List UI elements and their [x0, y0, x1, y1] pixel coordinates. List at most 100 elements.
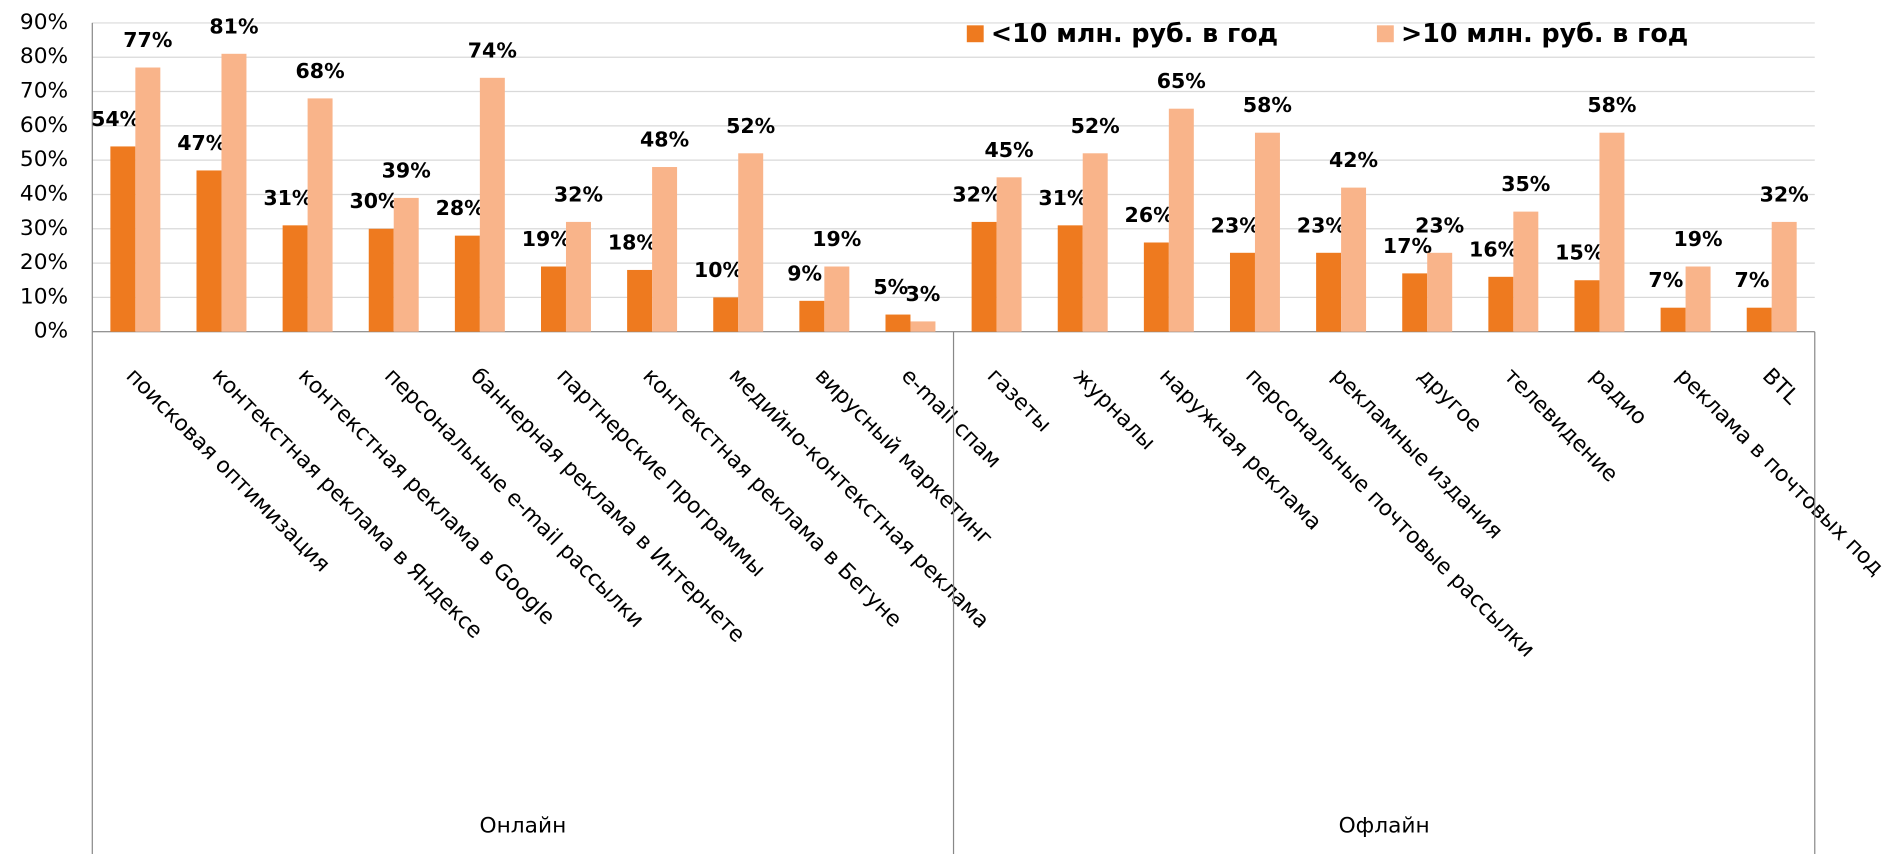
bar — [282, 225, 308, 332]
bar — [1599, 132, 1625, 332]
bar — [885, 314, 911, 332]
value-label: 19% — [522, 227, 571, 251]
bar — [996, 177, 1022, 332]
value-label: 19% — [812, 227, 861, 251]
group-label: Офлайн — [1339, 813, 1430, 838]
bar — [1660, 307, 1686, 332]
value-label: 17% — [1383, 234, 1432, 258]
value-label: 23% — [1415, 213, 1464, 237]
value-label: 19% — [1674, 227, 1723, 251]
value-label: 18% — [608, 230, 657, 254]
bar — [627, 269, 653, 332]
x-tick-label: другое — [1413, 364, 1487, 438]
bar — [393, 197, 419, 332]
value-label: 68% — [296, 59, 345, 83]
value-label: 74% — [468, 38, 517, 62]
x-tick-label: BTL — [1757, 364, 1803, 410]
value-label: 7% — [1735, 268, 1770, 292]
value-label: 77% — [123, 28, 172, 52]
bar — [454, 235, 480, 332]
bar — [1143, 242, 1169, 332]
bar — [1341, 187, 1367, 332]
value-label: 16% — [1469, 237, 1518, 261]
value-label: 32% — [1760, 182, 1809, 206]
value-label: 52% — [1071, 114, 1120, 138]
x-tick-label: журналы — [1068, 364, 1160, 456]
bar — [479, 77, 505, 332]
value-label: 48% — [640, 127, 689, 151]
y-tick-label: 40% — [20, 181, 68, 206]
value-label: 26% — [1125, 203, 1174, 227]
value-label: 42% — [1329, 148, 1378, 172]
value-label: 23% — [1211, 213, 1260, 237]
y-tick-label: 50% — [20, 147, 68, 172]
x-tick-label: наружная реклама — [1154, 364, 1326, 536]
value-label: 58% — [1243, 93, 1292, 117]
x-tick-label: газеты — [982, 364, 1056, 438]
value-label: 31% — [1038, 186, 1087, 210]
bar — [1488, 276, 1514, 332]
legend-swatch — [966, 25, 984, 43]
value-label: 65% — [1157, 69, 1206, 93]
bar — [799, 300, 825, 332]
value-label: 47% — [177, 131, 226, 155]
bar — [196, 170, 222, 332]
value-label: 15% — [1555, 241, 1604, 265]
bar — [1685, 266, 1711, 332]
value-label: 39% — [382, 158, 431, 182]
bar — [738, 153, 764, 332]
y-tick-label: 80% — [20, 44, 68, 69]
value-label: 35% — [1501, 172, 1550, 196]
bar — [1574, 280, 1600, 332]
value-label: 32% — [554, 182, 603, 206]
bar — [1771, 221, 1797, 332]
bar — [1254, 132, 1280, 332]
value-label: 30% — [349, 189, 398, 213]
bar — [971, 221, 997, 332]
y-tick-label: 20% — [20, 250, 68, 275]
bar — [1402, 273, 1428, 332]
bar — [565, 221, 591, 332]
x-tick-label: рекламные издания — [1327, 364, 1508, 545]
bar — [1746, 307, 1772, 332]
bar — [1168, 108, 1194, 332]
value-label: 5% — [873, 275, 908, 299]
group-label: Онлайн — [480, 813, 567, 838]
legend-swatch — [1376, 25, 1394, 43]
bar — [713, 297, 739, 332]
bar — [307, 98, 333, 332]
bar — [221, 53, 247, 332]
value-label: 81% — [209, 14, 258, 38]
bar — [1057, 225, 1083, 332]
bar — [1513, 211, 1539, 332]
bar — [1082, 153, 1108, 332]
x-tick-label: вирусный маркетинг — [810, 364, 997, 551]
y-tick-label: 60% — [20, 113, 68, 138]
value-label: 31% — [263, 186, 312, 210]
y-tick-label: 0% — [34, 319, 68, 344]
bar — [910, 321, 936, 332]
value-label: 28% — [436, 196, 485, 220]
y-tick-label: 30% — [20, 216, 68, 241]
y-tick-label: 70% — [20, 79, 68, 104]
value-label: 54% — [91, 107, 140, 131]
legend-label: >10 млн. руб. в год — [1401, 18, 1688, 48]
bar — [368, 228, 394, 332]
bar — [135, 67, 161, 332]
bar — [1229, 252, 1255, 332]
y-tick-label: 10% — [20, 284, 68, 309]
value-label: 32% — [952, 182, 1001, 206]
bar — [824, 266, 850, 332]
value-label: 3% — [906, 282, 941, 306]
value-label: 10% — [694, 258, 743, 282]
value-label: 45% — [985, 138, 1034, 162]
bar — [1316, 252, 1342, 332]
bar — [110, 146, 136, 332]
bar — [652, 167, 678, 332]
legend-label: <10 млн. руб. в год — [991, 18, 1278, 48]
value-label: 23% — [1297, 213, 1346, 237]
value-label: 58% — [1587, 93, 1636, 117]
bar — [540, 266, 566, 332]
value-label: 7% — [1648, 268, 1683, 292]
